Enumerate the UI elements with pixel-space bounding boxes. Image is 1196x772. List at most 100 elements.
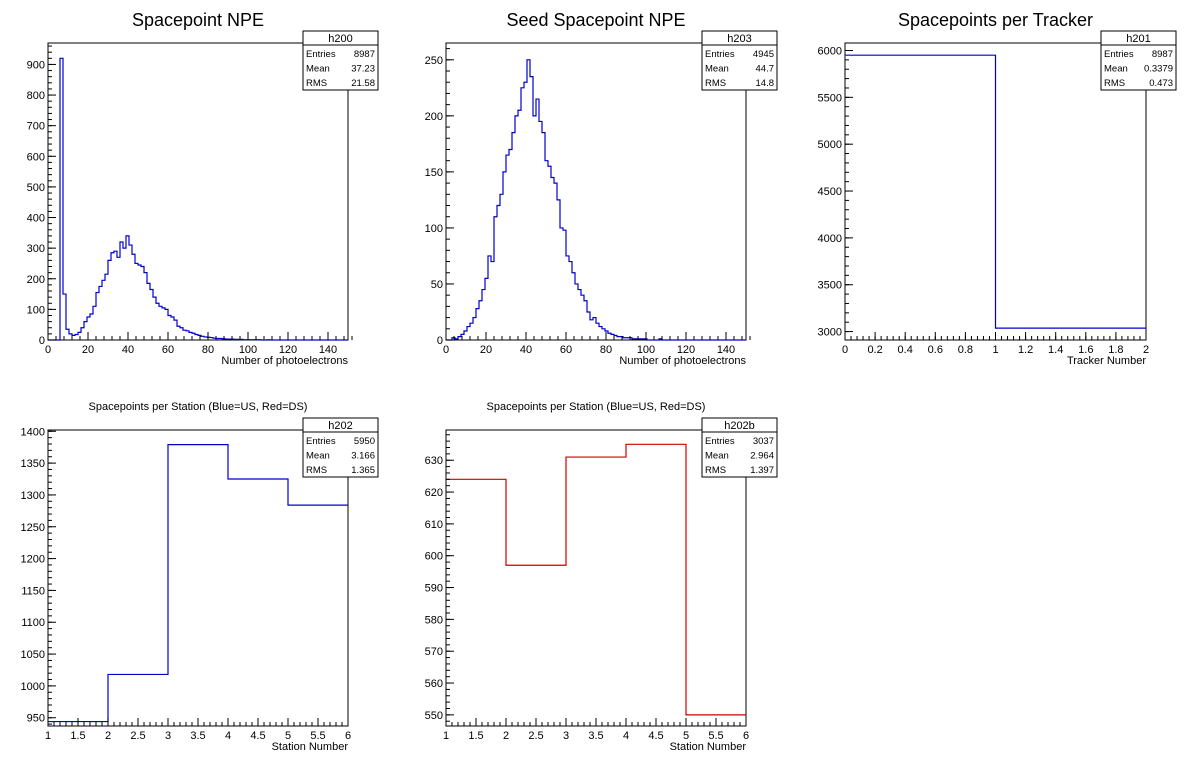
stats-box-frame <box>701 30 778 91</box>
stats-row-label: RMS <box>306 465 327 476</box>
stats-box-name: h203 <box>727 33 751 45</box>
x-tick-label: 0 <box>443 344 449 356</box>
y-tick-label: 700 <box>27 121 45 133</box>
x-tick-label: 100 <box>637 344 655 356</box>
stats-row-value: 4945 <box>753 49 774 60</box>
stats-row-label: Entries <box>705 436 735 447</box>
y-tick-label: 1400 <box>21 426 45 438</box>
stats-row-value: 14.8 <box>756 78 775 89</box>
x-tick-label: 5 <box>683 730 689 742</box>
plot-frame <box>445 42 747 341</box>
stats-box-name: h200 <box>328 33 352 45</box>
stats-box-frame <box>701 417 778 478</box>
x-tick-label: 80 <box>600 344 612 356</box>
x-tick-label: 120 <box>677 344 695 356</box>
x-tick-label: 60 <box>560 344 572 356</box>
histogram-line <box>845 54 1146 329</box>
stats-row-label: Mean <box>1104 64 1128 75</box>
y-tick-label: 3000 <box>818 327 842 339</box>
histogram-pad-h203: Seed Spacepoint NPE 0 50 100 150 200 250 0 20 40 6… <box>425 10 778 367</box>
histogram-line <box>48 444 348 723</box>
y-tick-label: 3500 <box>818 280 842 292</box>
x-tick-label: 40 <box>122 344 134 356</box>
stats-row-value: 1.365 <box>351 465 375 476</box>
x-tick-label: 6 <box>345 730 351 742</box>
x-tick-label: 1.6 <box>1078 344 1093 356</box>
stats-row-value: 8987 <box>1152 49 1173 60</box>
y-tick-label: 630 <box>425 455 443 467</box>
stats-box-name: h202b <box>724 420 755 432</box>
stats-row-value: 1.397 <box>750 465 774 476</box>
y-tick-label: 100 <box>425 223 443 235</box>
x-tick-label: 4 <box>225 730 231 742</box>
y-tick-label: 560 <box>425 678 443 690</box>
stats-row-label: Mean <box>306 64 330 75</box>
x-tick-label: 0.6 <box>928 344 943 356</box>
y-tick-label: 1200 <box>21 554 45 566</box>
stats-row-label: Entries <box>1104 49 1134 60</box>
x-axis-label: Number of photoelectrons <box>619 355 746 367</box>
stats-box-frame <box>302 417 379 478</box>
stats-row-value: 8987 <box>354 49 375 60</box>
y-tick-label: 0 <box>39 335 45 347</box>
y-tick-label: 610 <box>425 519 443 531</box>
histogram-pad-h201: Spacepoints per Tracker 3000 3500 4000 4500 5… <box>818 10 1177 367</box>
stats-row-label: RMS <box>306 78 327 89</box>
chart-title: Spacepoint NPE <box>132 10 264 30</box>
chart-title: Seed Spacepoint NPE <box>506 10 685 30</box>
stats-box-frame <box>1100 30 1177 91</box>
y-tick-label: 1300 <box>21 490 45 502</box>
x-tick-label: 5.5 <box>708 730 723 742</box>
y-tick-label: 0 <box>437 335 443 347</box>
y-tick-label: 150 <box>425 167 443 179</box>
y-tick-label: 250 <box>425 55 443 67</box>
stats-row-value: 5950 <box>354 436 375 447</box>
x-tick-label: 1 <box>443 730 449 742</box>
stats-row-value: 3.166 <box>351 451 375 462</box>
plot-frame <box>47 42 349 341</box>
y-tick-label: 550 <box>425 710 443 722</box>
x-tick-label: 120 <box>279 344 297 356</box>
x-axis-label: Number of photoelectrons <box>221 355 348 367</box>
y-tick-label: 5500 <box>818 92 842 104</box>
x-tick-label: 140 <box>319 344 337 356</box>
y-tick-label: 620 <box>425 487 443 499</box>
stats-box: h201 Entries 8987 Mean 0.3379 RMS 0.473 <box>1100 30 1177 91</box>
x-tick-label: 4 <box>623 730 629 742</box>
histogram-pad-h202b: Spacepoints per Station (Blue=US, Red=DS… <box>425 401 778 753</box>
histogram-pad-h200: Spacepoint NPE01002003004005006007008009… <box>27 10 379 367</box>
stats-row-label: Entries <box>705 49 735 60</box>
x-axis-label: Tracker Number <box>1067 355 1146 367</box>
x-tick-label: 3.5 <box>588 730 603 742</box>
stats-row-value: 0.473 <box>1149 78 1173 89</box>
x-tick-label: 40 <box>520 344 532 356</box>
x-tick-label: 3 <box>165 730 171 742</box>
y-tick-label: 1250 <box>21 522 45 534</box>
stats-row-label: Entries <box>306 49 336 60</box>
y-tick-label: 500 <box>27 182 45 194</box>
histogram-pad-h202: Spacepoints per Station (Blue=US, Red=DS… <box>21 401 379 753</box>
stats-box-name: h201 <box>1126 33 1150 45</box>
y-tick-label: 6000 <box>818 45 842 57</box>
stats-row-label: Mean <box>705 451 729 462</box>
x-tick-label: 2.5 <box>528 730 543 742</box>
stats-row-label: Mean <box>306 451 330 462</box>
chart-title: Spacepoints per Station (Blue=US, Red=DS… <box>89 401 308 413</box>
stats-row-value: 0.3379 <box>1144 64 1173 75</box>
x-tick-label: 0 <box>842 344 848 356</box>
x-tick-label: 4.5 <box>250 730 265 742</box>
stats-box-name: h202 <box>328 420 352 432</box>
x-tick-label: 1 <box>45 730 51 742</box>
x-tick-label: 0 <box>45 344 51 356</box>
x-tick-label: 140 <box>717 344 735 356</box>
x-tick-label: 3 <box>563 730 569 742</box>
x-tick-label: 0.2 <box>867 344 882 356</box>
x-tick-label: 3.5 <box>190 730 205 742</box>
stats-row-value: 21.58 <box>351 78 375 89</box>
x-tick-label: 5.5 <box>310 730 325 742</box>
stats-row-label: Mean <box>705 64 729 75</box>
y-tick-label: 50 <box>431 279 443 291</box>
stats-row-value: 3037 <box>753 436 774 447</box>
stats-row-value: 37.23 <box>351 64 375 75</box>
